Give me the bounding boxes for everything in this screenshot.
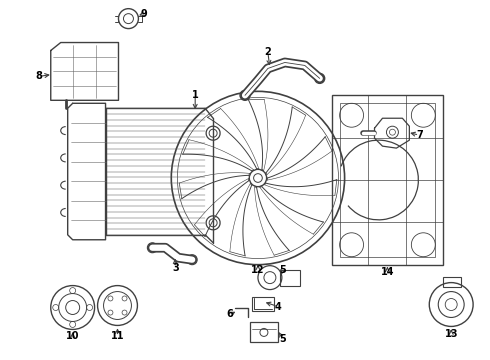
Text: 5: 5 (279, 265, 286, 275)
Bar (332, 95, 443, 265)
Bar (250, 323, 278, 342)
Text: 12: 12 (251, 265, 265, 275)
Text: 8: 8 (35, 71, 42, 81)
Text: 11: 11 (111, 332, 124, 341)
Text: 3: 3 (172, 263, 179, 273)
Text: 14: 14 (381, 267, 394, 276)
Text: 9: 9 (140, 9, 147, 19)
Text: 6: 6 (227, 310, 233, 319)
Text: 10: 10 (66, 332, 79, 341)
Bar (340, 103, 435, 257)
Text: 1: 1 (192, 90, 198, 100)
Text: 5: 5 (279, 334, 286, 345)
Bar (280, 270, 300, 285)
Bar (252, 297, 274, 311)
Bar (443, 276, 461, 287)
Text: 4: 4 (274, 302, 281, 311)
Text: 13: 13 (444, 329, 458, 339)
Text: 2: 2 (265, 48, 271, 58)
Text: 7: 7 (416, 130, 423, 140)
